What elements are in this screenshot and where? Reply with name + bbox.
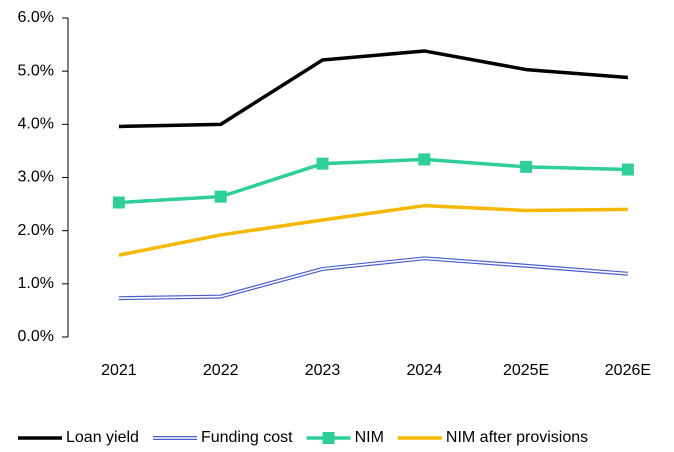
- x-tick-label: 2024: [407, 362, 443, 379]
- marker: [112, 196, 125, 209]
- x-tick-label: 2025E: [503, 362, 549, 379]
- series-line: [118, 49, 629, 129]
- legend-label: NIM after provisions: [446, 429, 588, 446]
- y-tick-label: 5.0%: [18, 62, 54, 79]
- y-tick-label: 3.0%: [18, 169, 54, 186]
- legend-label: NIM: [355, 429, 384, 446]
- x-tick-label: 2022: [203, 362, 239, 379]
- y-tick-label: 1.0%: [18, 275, 54, 292]
- marker: [621, 163, 634, 176]
- legend-label: Loan yield: [66, 429, 139, 446]
- series-line: [118, 157, 628, 205]
- legend-label: Funding cost: [201, 429, 293, 446]
- y-tick-label: 0.0%: [18, 328, 54, 345]
- y-tick-label: 6.0%: [18, 9, 54, 26]
- marker: [520, 160, 533, 173]
- y-tick-label: 2.0%: [18, 222, 54, 239]
- series-line-inner: [118, 257, 628, 299]
- marker: [418, 153, 431, 166]
- series-line: [118, 203, 628, 257]
- marker: [316, 157, 329, 170]
- legend-marker: [322, 432, 335, 444]
- x-tick-label: 2021: [101, 362, 137, 379]
- x-tick-label: 2026E: [605, 362, 651, 379]
- x-tick-label: 2023: [305, 362, 341, 379]
- marker: [214, 190, 227, 203]
- y-tick-label: 4.0%: [18, 116, 54, 133]
